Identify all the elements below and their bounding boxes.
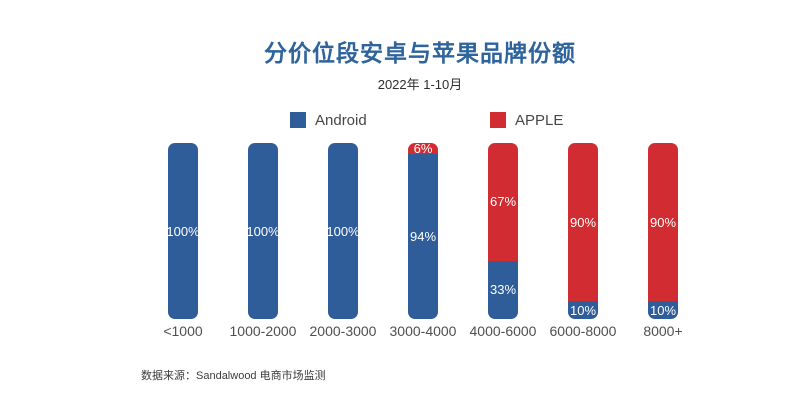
bar-value-label-android: 10% — [649, 302, 677, 318]
x-axis-label-4000-6000: 4000-6000 — [469, 323, 537, 339]
bar-value-label-android: 10% — [569, 302, 597, 318]
bar-1000-2000: 100% — [248, 143, 278, 319]
x-axis-label-3000-4000: 3000-4000 — [389, 323, 457, 339]
bar-segment-apple: 6% — [408, 143, 438, 154]
bar-value-label-android: 100% — [248, 223, 278, 239]
bar-segment-android: 100% — [248, 143, 278, 319]
bar-segment-apple: 90% — [648, 143, 678, 302]
chart-region: 分价位段安卓与苹果品牌份额 2022年 1-10月 Android APPLE — [40, 0, 800, 416]
bar-<1000: 100% — [168, 143, 198, 319]
bar-segment-android: 10% — [568, 301, 598, 319]
bar-segment-apple: 67% — [488, 143, 518, 261]
bar-segment-android: 10% — [648, 301, 678, 319]
data-source-note: 数据来源：Sandalwood 电商市场监测 — [141, 370, 326, 382]
bar-3000-4000: 6% 94% — [408, 143, 438, 319]
bar-segment-android: 100% — [328, 143, 358, 319]
bar-6000-8000: 90% 10% — [568, 143, 598, 319]
bar-value-label-apple: 6% — [413, 143, 433, 154]
bar-value-label-apple: 67% — [489, 194, 517, 210]
legend-item-apple: APPLE — [490, 110, 563, 130]
x-axis-label-2000-3000: 2000-3000 — [309, 323, 377, 339]
bar-value-label-android: 94% — [409, 228, 437, 244]
bar-4000-6000: 67% 33% — [488, 143, 518, 319]
android-legend-swatch-icon — [290, 112, 306, 128]
legend-item-android: Android — [290, 110, 367, 130]
legend-label-android: Android — [315, 111, 367, 129]
bar-segment-android: 100% — [168, 143, 198, 319]
chart-title: 分价位段安卓与苹果品牌份额 — [264, 40, 576, 66]
x-axis-label-<1000: <1000 — [163, 323, 203, 339]
x-axis-label-1000-2000: 1000-2000 — [229, 323, 297, 339]
bar-value-label-android: 100% — [328, 223, 358, 239]
bar-segment-android: 94% — [408, 153, 438, 319]
bar-segment-apple: 90% — [568, 143, 598, 302]
bar-value-label-android: 33% — [489, 282, 517, 298]
apple-legend-swatch-icon — [490, 112, 506, 128]
x-axis-label-8000+: 8000+ — [643, 323, 683, 339]
bar-value-label-apple: 90% — [649, 214, 677, 230]
legend-label-apple: APPLE — [515, 111, 564, 129]
bar-2000-3000: 100% — [328, 143, 358, 319]
bar-value-label-apple: 90% — [569, 214, 597, 230]
bar-8000+: 90% 10% — [648, 143, 678, 319]
bar-value-label-android: 100% — [168, 223, 198, 239]
bar-segment-android: 33% — [488, 260, 518, 319]
chart-subtitle: 2022年 1-10月 — [377, 77, 463, 92]
x-axis-label-6000-8000: 6000-8000 — [549, 323, 617, 339]
